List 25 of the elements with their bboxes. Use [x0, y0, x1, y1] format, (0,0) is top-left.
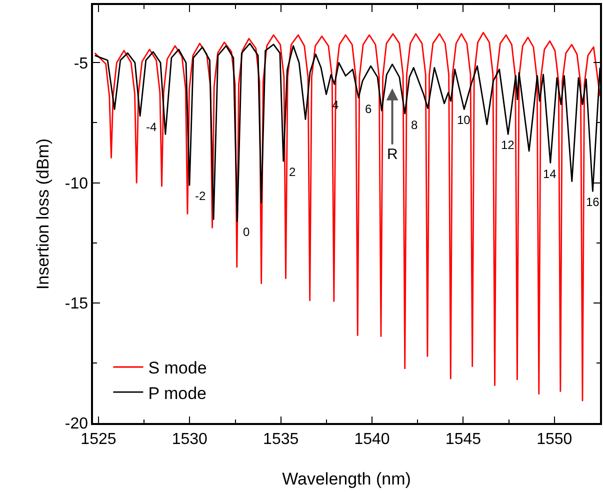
x-tick-label: 1550: [536, 430, 572, 448]
annotation: -2: [195, 189, 206, 203]
x-tick-label: 1545: [445, 430, 482, 448]
y-axis-title: Insertion loss (dBm): [34, 138, 52, 290]
annotation: -4: [146, 120, 157, 134]
x-tick-label: 1530: [172, 430, 208, 448]
annotation: 0: [243, 225, 250, 239]
annotation: 8: [411, 118, 418, 132]
x-tick-label: 1540: [354, 430, 390, 448]
x-axis-title: Wavelength (nm): [282, 470, 411, 488]
y-tick-label: -20: [64, 416, 88, 433]
annotation: 2: [289, 165, 296, 179]
x-tick-label: 1535: [263, 430, 299, 448]
legend-label: P mode: [148, 384, 206, 403]
annotation: 10: [457, 113, 471, 127]
y-tick-label: -5: [74, 55, 88, 72]
annotation: 6: [365, 102, 372, 116]
annotation: 14: [543, 167, 557, 181]
annotation: 16: [586, 195, 600, 209]
annotation: 12: [501, 138, 515, 152]
x-tick-label: 1525: [80, 430, 116, 448]
y-tick-label: -10: [64, 175, 88, 192]
y-tick-label: -15: [64, 295, 88, 312]
annotation: R: [387, 146, 398, 163]
legend-label: S mode: [148, 358, 207, 378]
